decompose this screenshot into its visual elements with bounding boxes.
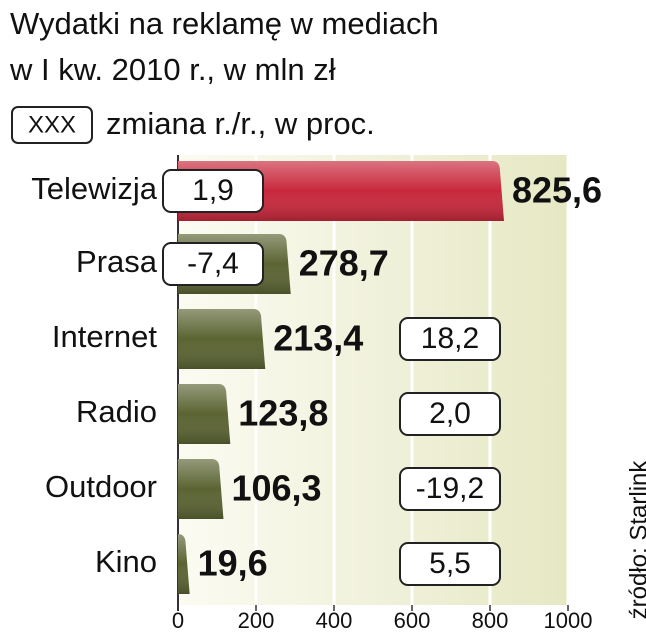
legend-box-text: XXX bbox=[28, 111, 76, 138]
value-label: 278,7 bbox=[299, 243, 389, 284]
value-label: 825,6 bbox=[512, 170, 602, 211]
chart-title: Wydatki na reklamę w mediach bbox=[10, 6, 439, 41]
x-tick-label: 800 bbox=[472, 608, 509, 633]
legend-box bbox=[11, 106, 93, 144]
change-box bbox=[399, 467, 501, 511]
legend-text: zmiana r./r., w proc. bbox=[106, 106, 375, 141]
category-label: Telewizja bbox=[31, 171, 158, 206]
change-label: -19,2 bbox=[416, 472, 484, 505]
category-label: Internet bbox=[52, 319, 158, 354]
change-label: 2,0 bbox=[429, 397, 471, 430]
category-label: Radio bbox=[76, 394, 157, 429]
plot-background bbox=[178, 155, 568, 605]
source: źródło: Starlink bbox=[625, 460, 646, 620]
change-box bbox=[399, 392, 501, 436]
bar-shade bbox=[178, 309, 266, 369]
change-label: 18,2 bbox=[421, 322, 479, 355]
value-label: 106,3 bbox=[231, 468, 321, 509]
chart-subtitle: w I kw. 2010 r., w mln zł bbox=[9, 52, 336, 87]
x-tick-label: 200 bbox=[238, 608, 275, 633]
change-box bbox=[399, 542, 501, 586]
change-box bbox=[399, 317, 501, 361]
value-label: 19,6 bbox=[198, 543, 268, 584]
change-label: 1,9 bbox=[192, 174, 234, 207]
x-tick-label: 400 bbox=[316, 608, 353, 633]
category-label: Prasa bbox=[76, 244, 158, 279]
change-label: 5,5 bbox=[429, 547, 471, 580]
change-box bbox=[162, 242, 264, 286]
bar-shade bbox=[177, 534, 190, 594]
category-label: Kino bbox=[95, 544, 157, 579]
change-box bbox=[162, 169, 264, 213]
bar-shade bbox=[178, 459, 224, 519]
x-tick-label: 1000 bbox=[544, 608, 593, 633]
bar-shade bbox=[178, 384, 231, 444]
change-label: -7,4 bbox=[187, 247, 239, 280]
category-label: Outdoor bbox=[45, 469, 157, 504]
value-label: 123,8 bbox=[238, 393, 328, 434]
x-tick-label: 0 bbox=[172, 608, 184, 633]
value-label: 213,4 bbox=[273, 318, 363, 359]
x-tick-label: 600 bbox=[394, 608, 431, 633]
